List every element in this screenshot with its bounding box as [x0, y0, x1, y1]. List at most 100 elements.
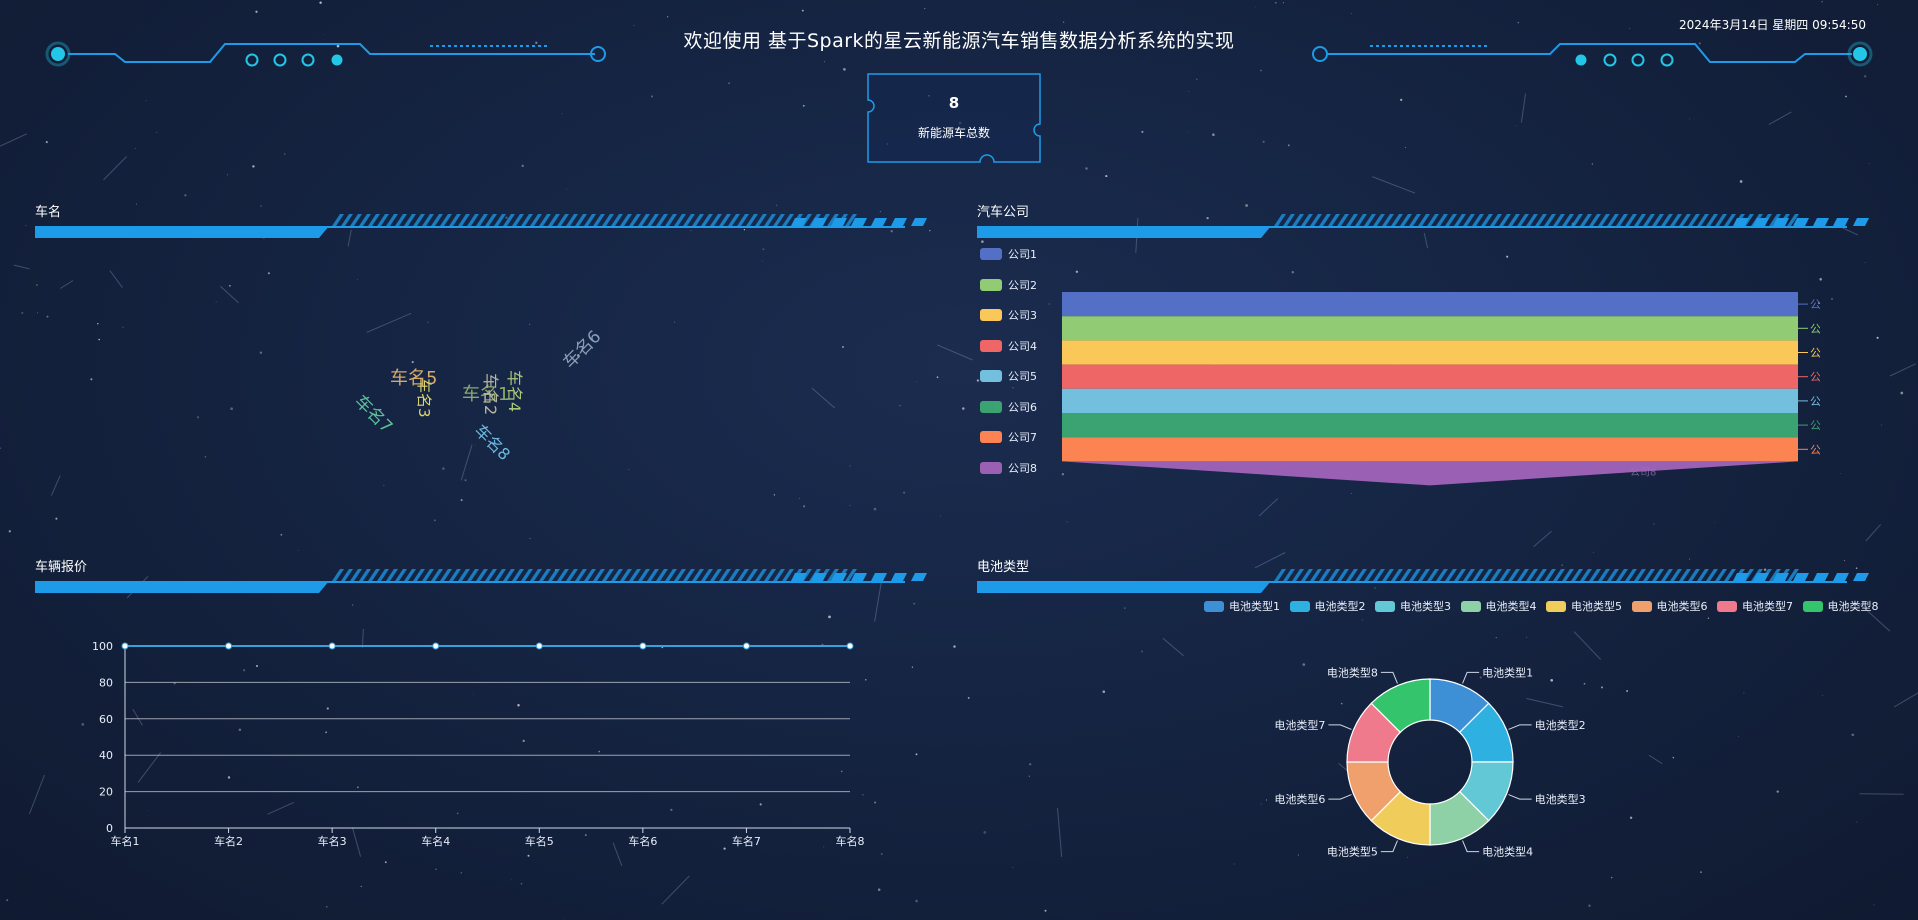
- stripe: [782, 569, 794, 581]
- pie-label: 电池类型1: [1482, 665, 1533, 679]
- stripe: [1427, 214, 1439, 226]
- star: [865, 679, 867, 681]
- stripe: [1499, 569, 1511, 581]
- legend-swatch: [1717, 600, 1737, 612]
- legend-item[interactable]: 公司3: [980, 307, 1037, 323]
- panel-title-companies: 汽车公司: [977, 205, 1030, 220]
- legend-item[interactable]: 公司7: [980, 429, 1037, 445]
- stripe: [1400, 214, 1412, 226]
- legend-item[interactable]: 电池类型6: [1631, 598, 1708, 614]
- legend-item[interactable]: 公司5: [980, 368, 1037, 384]
- stripe: [737, 569, 749, 581]
- legend-item[interactable]: 电池类型8: [1802, 598, 1879, 614]
- stripe: [1607, 569, 1619, 581]
- stripe: [413, 569, 425, 581]
- star: [229, 285, 231, 287]
- stripe: [1517, 214, 1529, 226]
- stripe-block: [1853, 218, 1869, 226]
- star: [460, 872, 462, 874]
- stripe-block: [1833, 573, 1849, 581]
- star: [1863, 75, 1867, 78]
- legend-item[interactable]: 电池类型3: [1375, 598, 1451, 614]
- stripe: [620, 214, 632, 226]
- data-point: [121, 642, 129, 650]
- stripe: [647, 569, 659, 581]
- star: [1260, 803, 1262, 805]
- funnel-segment: [1062, 388, 1798, 413]
- stripe: [602, 569, 614, 581]
- star: [911, 666, 914, 668]
- star: [1714, 522, 1716, 524]
- legend-item[interactable]: 公司8: [980, 460, 1037, 476]
- stripe-block: [811, 573, 827, 581]
- star: [435, 868, 437, 870]
- total-cars-label: 新能源车总数: [917, 126, 990, 140]
- star: [670, 808, 673, 812]
- star: [823, 846, 825, 848]
- stripe: [1409, 214, 1421, 226]
- star: [1028, 256, 1031, 258]
- star-streak: [1533, 530, 1552, 548]
- star: [46, 315, 49, 318]
- star: [913, 602, 916, 605]
- x-tick-label: 车名8: [836, 834, 865, 848]
- stripe: [1418, 569, 1430, 581]
- legend-swatch: [980, 339, 1002, 352]
- price-line-chart: 0 20 40 60 80 100 车名1 车名2 车名3 车名4 车名5 车名6 车名7 车名8: [92, 640, 865, 848]
- star: [352, 604, 354, 606]
- star: [1737, 736, 1739, 738]
- star: [521, 164, 524, 168]
- legend-label: 公司7: [1008, 431, 1037, 444]
- star: [999, 205, 1001, 207]
- star-streak: [13, 264, 30, 270]
- star: [1689, 118, 1690, 120]
- star: [336, 44, 340, 48]
- stripe: [1490, 569, 1502, 581]
- stripe: [1625, 214, 1637, 226]
- stripe: [1589, 214, 1601, 226]
- stripe: [1364, 214, 1376, 226]
- stripe-block: [831, 573, 847, 581]
- stripe: [602, 214, 614, 226]
- stripe: [656, 214, 668, 226]
- legend-item[interactable]: 公司4: [980, 338, 1037, 354]
- stripe: [1337, 569, 1349, 581]
- star: [1012, 867, 1014, 869]
- stripe: [1355, 214, 1367, 226]
- stripe: [1787, 214, 1799, 226]
- star: [1187, 130, 1189, 132]
- star-streak: [1423, 232, 1429, 249]
- legend-item[interactable]: 公司6: [980, 399, 1037, 415]
- stripe: [674, 569, 686, 581]
- y-tick-label: 0: [106, 822, 113, 835]
- legend-item[interactable]: 电池类型7: [1717, 598, 1793, 614]
- stripe: [629, 214, 641, 226]
- stripe: [1310, 214, 1322, 226]
- funnel-segment: [1062, 461, 1798, 486]
- legend-item[interactable]: 电池类型5: [1546, 598, 1622, 614]
- stripe: [1562, 214, 1574, 226]
- stripe: [1472, 569, 1484, 581]
- legend-item[interactable]: 公司2: [980, 277, 1037, 293]
- wordcloud-word: 车名4: [505, 370, 524, 413]
- star: [1653, 523, 1655, 525]
- stripe: [395, 214, 407, 226]
- star: [1297, 854, 1299, 856]
- funnel-segment: [1062, 340, 1798, 365]
- star: [1583, 682, 1586, 685]
- legend-item[interactable]: 公司1: [980, 246, 1037, 262]
- stripe: [1688, 569, 1700, 581]
- stripe-block: [1813, 218, 1829, 226]
- stripe: [1535, 214, 1547, 226]
- star: [256, 665, 258, 667]
- star: [427, 321, 429, 323]
- stripe: [548, 569, 560, 581]
- stripe: [1643, 214, 1655, 226]
- y-tick-label: 80: [99, 676, 113, 689]
- stripe: [1679, 569, 1691, 581]
- legend-item[interactable]: 电池类型4: [1460, 598, 1537, 614]
- stripe: [359, 214, 371, 226]
- stripe: [1382, 214, 1394, 226]
- legend-item[interactable]: 电池类型2: [1289, 598, 1366, 614]
- legend-item[interactable]: 电池类型1: [1204, 598, 1280, 614]
